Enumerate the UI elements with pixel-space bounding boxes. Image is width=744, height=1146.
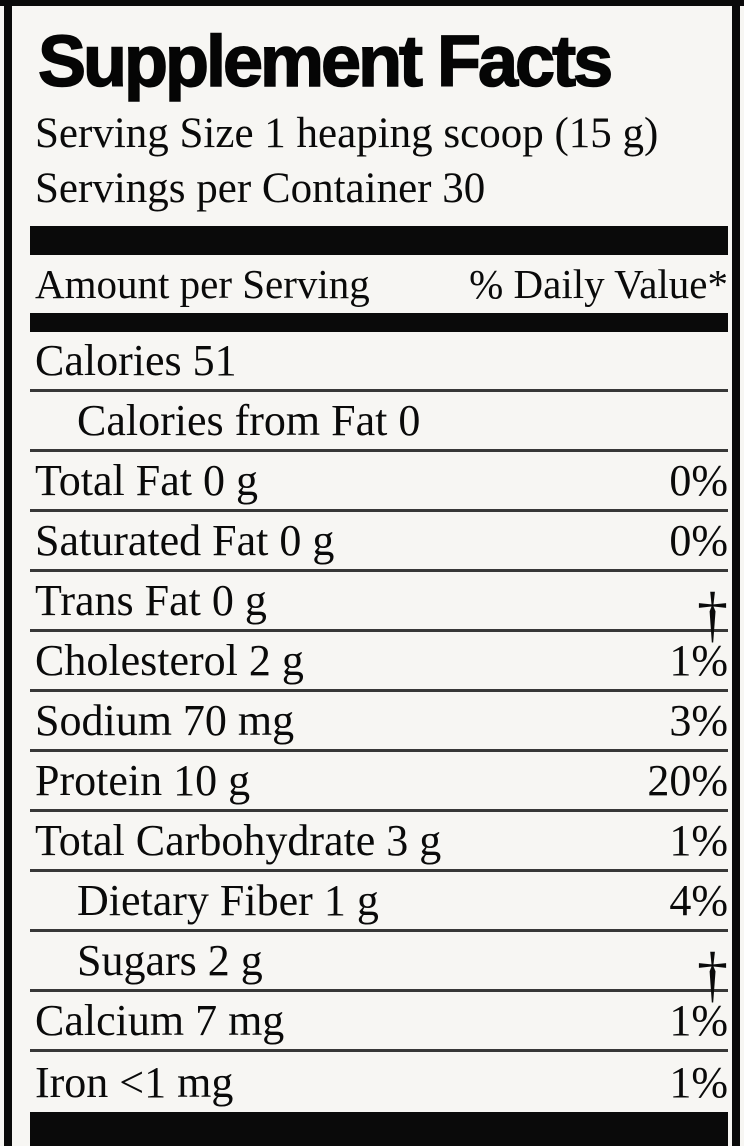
serving-size-text: Serving Size 1 heaping scoop (15 g): [35, 110, 659, 157]
daily-value-cell: 1%: [669, 636, 728, 685]
nutrient-text: Total Carbohydrate 3 g: [35, 816, 442, 865]
serving-info: Serving Size 1 heaping scoop (15 g) Serv…: [30, 106, 728, 216]
nutrient-table: Calories 51 Calories from Fat 0 Total Fa…: [30, 332, 728, 1112]
thick-rule-bottom: [30, 1112, 728, 1146]
row-total-carbohydrate: Total Carbohydrate 3 g 1%: [30, 812, 728, 872]
nutrient-text: Dietary Fiber 1 g: [77, 876, 379, 925]
daily-value-header: % Daily Value*: [469, 261, 728, 307]
servings-per-container-text: Servings per Container 30: [35, 165, 486, 212]
row-dietary-fiber: Dietary Fiber 1 g 4%: [30, 872, 728, 932]
nutrient-text: Calories from Fat 0: [77, 396, 421, 445]
nutrient-text: Sodium 70 mg: [35, 696, 295, 745]
nutrient-text: Iron <1 mg: [35, 1057, 234, 1107]
row-sugars: Sugars 2 g †: [30, 932, 728, 1006]
row-saturated-fat: Saturated Fat 0 g 0%: [30, 512, 728, 572]
daily-value-cell: 0%: [669, 516, 728, 565]
nutrient-text: Total Fat 0 g: [35, 456, 259, 505]
nutrient-text: Cholesterol 2 g: [35, 636, 304, 685]
label-top-border: [0, 0, 744, 6]
nutrient-text: Calcium 7 mg: [35, 996, 285, 1045]
thick-rule-top: [30, 226, 728, 255]
daily-value-cell: 1%: [669, 816, 728, 865]
dagger-icon: †: [697, 580, 728, 649]
label-left-border: [4, 0, 12, 1146]
row-iron: Iron <1 mg 1%: [30, 1052, 728, 1112]
amount-per-serving-header: Amount per Serving: [35, 261, 370, 307]
row-trans-fat: Trans Fat 0 g †: [30, 572, 728, 646]
row-protein: Protein 10 g 20%: [30, 752, 728, 812]
daily-value-cell: 1%: [669, 996, 728, 1045]
row-calories-from-fat: Calories from Fat 0: [30, 392, 728, 452]
row-cholesterol: Cholesterol 2 g 1%: [30, 632, 728, 692]
nutrient-text: Calories 51: [35, 336, 237, 385]
nutrient-text: Trans Fat 0 g: [35, 576, 267, 625]
nutrient-text: Protein 10 g: [35, 756, 251, 805]
table-column-header: Amount per Serving % Daily Value*: [30, 255, 728, 313]
row-sodium: Sodium 70 mg 3%: [30, 692, 728, 752]
dagger-icon: †: [697, 940, 728, 1009]
row-total-fat: Total Fat 0 g 0%: [30, 452, 728, 512]
daily-value-cell: 0%: [669, 456, 728, 505]
label-title: Supplement Facts: [37, 21, 614, 103]
daily-value-cell: 3%: [669, 696, 728, 745]
nutrient-text: Saturated Fat 0 g: [35, 516, 335, 565]
thick-rule-header: [30, 313, 728, 332]
daily-value-cell: 4%: [669, 876, 728, 925]
row-calcium: Calcium 7 mg 1%: [30, 992, 728, 1052]
nutrient-text: Sugars 2 g: [77, 936, 263, 985]
daily-value-cell: 20%: [647, 756, 728, 805]
label-right-border: [732, 0, 740, 1146]
supplement-facts-label: Supplement Facts Serving Size 1 heaping …: [30, 6, 728, 1112]
daily-value-cell: 1%: [669, 1057, 728, 1107]
row-calories: Calories 51: [30, 332, 728, 392]
